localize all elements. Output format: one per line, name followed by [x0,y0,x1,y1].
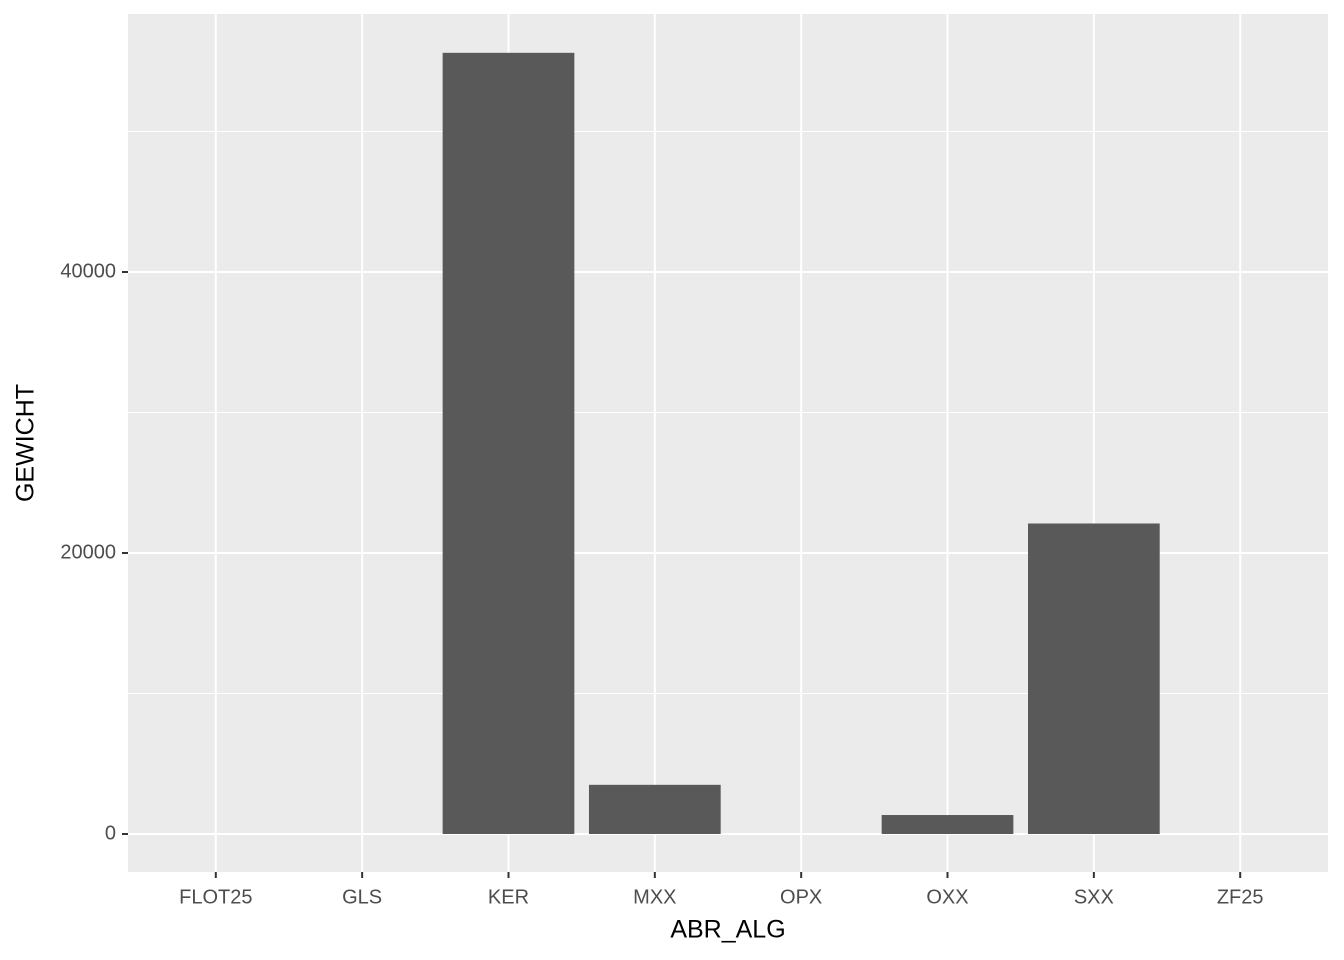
bar [442,52,575,834]
x-tick-label: SXX [1074,886,1114,908]
y-tick-label: 40000 [60,260,116,282]
y-axis-title: GEWICHT [12,384,40,502]
x-tick-label: OPX [780,886,822,908]
bar [588,784,721,834]
x-tick-label: KER [488,886,529,908]
x-tick-label: MXX [633,886,676,908]
x-tick-label: FLOT25 [179,886,252,908]
y-tick-label: 0 [105,822,116,844]
x-tick-label: OXX [926,886,968,908]
bar [1028,523,1160,834]
y-tick-label: 20000 [60,541,116,563]
x-tick-label: GLS [342,886,382,908]
x-tick-label: ZF25 [1217,886,1264,908]
marks [442,52,1160,834]
bar [881,815,1014,834]
x-axis-title: ABR_ALG [670,916,785,944]
